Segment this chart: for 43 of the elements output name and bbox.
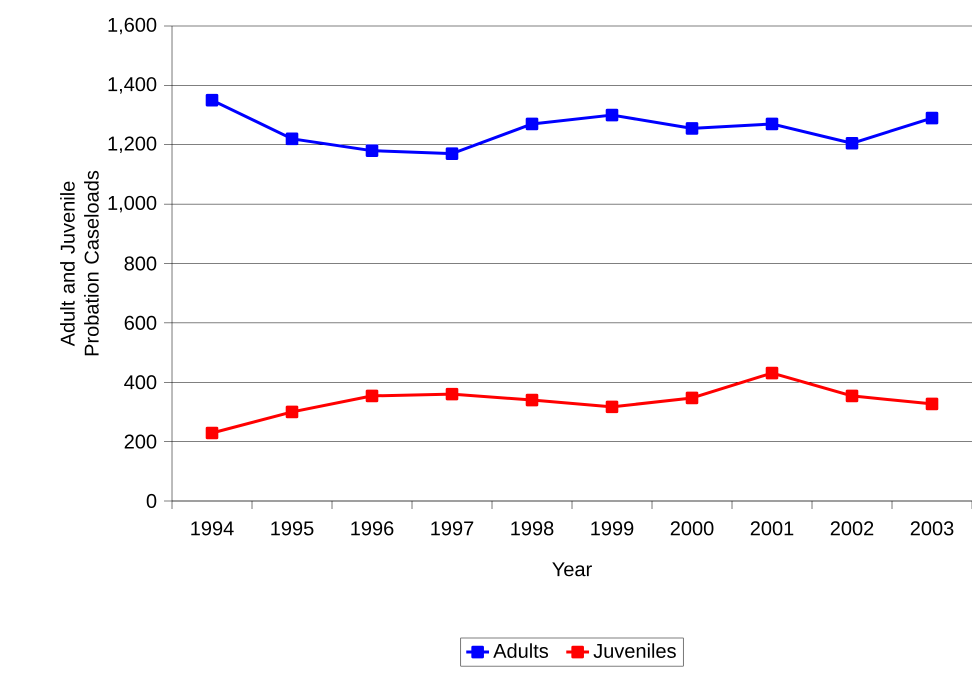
point: [766, 366, 778, 380]
y-tick-label: 1,200: [108, 136, 156, 153]
point: [926, 398, 938, 410]
y-tick-label: 1,400: [108, 77, 156, 94]
x-tick-label: 1995: [271, 521, 314, 536]
point: [606, 108, 618, 122]
y-tick-label: 600: [124, 316, 156, 330]
x-tick-label: 1994: [191, 521, 234, 536]
x-tick-label: 1998: [511, 521, 554, 536]
point: [446, 388, 458, 400]
y-tick-label: 1,000: [108, 196, 156, 212]
y-axis-title: Adult and Juvenile Probation Caseloads: [60, 170, 99, 356]
point: [686, 392, 698, 404]
point: [766, 118, 778, 130]
x-tick-label: 2003: [910, 521, 954, 536]
x-tick-label: 2002: [830, 521, 874, 536]
point: [846, 136, 858, 150]
y-tick-label: 1,600: [108, 18, 156, 34]
x-tick-label: 2000: [670, 521, 714, 536]
point: [846, 390, 858, 402]
point: [366, 144, 378, 157]
legend-label: Adults: [493, 643, 548, 658]
x-tick-label: 1999: [591, 521, 634, 536]
point: [206, 426, 218, 440]
y-tick-label: 200: [124, 434, 156, 449]
point: [286, 406, 298, 418]
y-tick-label: 0: [146, 494, 156, 508]
point: [926, 112, 938, 124]
point: [526, 394, 538, 406]
x-tick-label: 1997: [431, 521, 474, 536]
point: [446, 147, 458, 160]
legend-label: Juveniles: [594, 643, 676, 658]
point: [526, 118, 538, 130]
y-tick-label: 400: [124, 375, 156, 390]
y-tick-label: 800: [124, 256, 156, 271]
point: [686, 122, 698, 135]
x-axis-title: Year: [552, 562, 592, 576]
point: [366, 390, 378, 402]
point: [286, 132, 298, 146]
point: [206, 94, 218, 107]
x-tick-label: 2001: [750, 521, 794, 536]
point: [606, 400, 618, 414]
x-tick-label: 1996: [351, 521, 394, 536]
